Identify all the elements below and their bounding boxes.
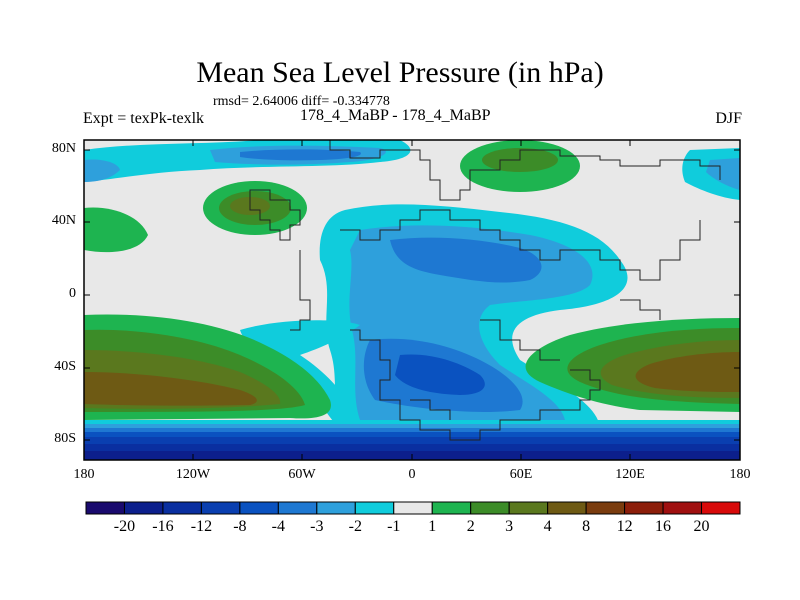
colorbar-swatch — [547, 501, 587, 515]
pressure-field — [84, 140, 740, 460]
colorbar-label: 2 — [466, 518, 475, 535]
colorbar-swatch — [85, 501, 125, 515]
colorbar-swatch — [393, 501, 433, 515]
colorbar-label: -3 — [310, 518, 324, 535]
plot-title: Mean Sea Level Pressure (in hPa) — [196, 56, 604, 89]
coastlines — [249, 140, 721, 441]
colorbar-swatch — [585, 501, 626, 515]
colorbar-label: -4 — [271, 518, 285, 535]
colorbar — [85, 501, 741, 515]
lon-label: 180 — [73, 467, 95, 482]
colorbar-swatch — [662, 501, 703, 515]
period-label: 178_4_MaBP - 178_4_MaBP — [300, 107, 491, 124]
axis-ticks — [84, 140, 740, 460]
colorbar-swatch — [200, 501, 241, 515]
colorbar-label: 12 — [616, 518, 633, 535]
colorbar-label: 4 — [543, 518, 552, 535]
colorbar-swatch — [354, 501, 395, 515]
lat-label: 0 — [69, 286, 76, 301]
lat-label: 40N — [51, 213, 76, 228]
lat-label: 80N — [51, 141, 76, 156]
colorbar-label: -8 — [233, 518, 247, 535]
lon-label: 120W — [175, 467, 211, 482]
colorbar-label: 16 — [655, 518, 672, 535]
lon-label: 180 — [729, 467, 751, 482]
stats-text: rmsd= 2.64006 diff= -0.334778 — [213, 94, 390, 109]
experiment-label: Expt = texPk-texlk — [83, 110, 205, 127]
colorbar-swatch — [239, 501, 279, 515]
lon-label: 60E — [509, 467, 533, 482]
lat-label: 80S — [54, 431, 76, 446]
lat-label: 40S — [54, 359, 76, 374]
colorbar-swatch — [162, 501, 202, 515]
colorbar-label: -1 — [387, 518, 401, 535]
colorbar-swatch — [316, 501, 356, 515]
colorbar-label: 1 — [428, 518, 437, 535]
colorbar-label: -12 — [190, 518, 213, 535]
lon-label: 60W — [288, 467, 316, 482]
colorbar-label: 8 — [582, 518, 591, 535]
colorbar-label: -2 — [348, 518, 362, 535]
season-label: DJF — [715, 110, 742, 127]
colorbar-swatch — [431, 501, 472, 515]
colorbar-label: -20 — [113, 518, 136, 535]
colorbar-swatch — [624, 501, 664, 515]
colorbar-label: 20 — [693, 518, 710, 535]
lon-label: 120E — [615, 467, 645, 482]
colorbar-label: -16 — [152, 518, 174, 535]
lon-label: 0 — [408, 467, 416, 482]
colorbar-swatch — [508, 501, 549, 515]
colorbar-label: 3 — [505, 518, 514, 535]
colorbar-swatch — [701, 501, 741, 515]
colorbar-swatch — [123, 501, 164, 515]
colorbar-swatch — [277, 501, 318, 515]
colorbar-swatch — [470, 501, 510, 515]
